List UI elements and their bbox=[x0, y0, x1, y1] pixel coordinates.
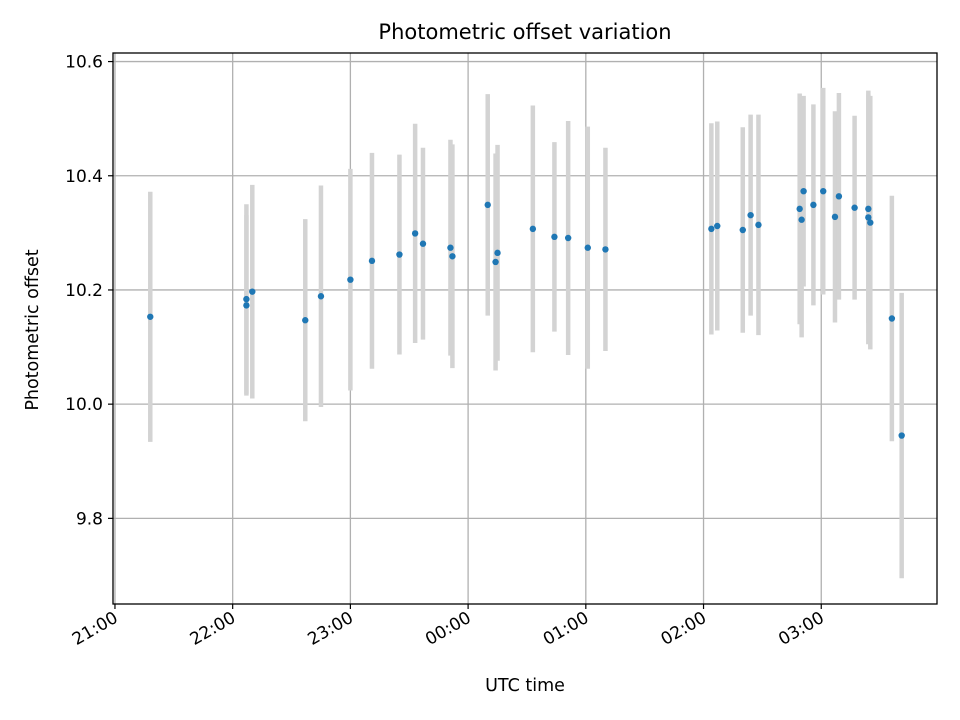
data-point bbox=[865, 214, 872, 221]
data-point bbox=[243, 295, 250, 303]
y-tick-label: 9.8 bbox=[76, 509, 103, 529]
x-tick-label: 01:00 bbox=[540, 608, 592, 650]
data-point bbox=[820, 187, 827, 195]
data-point bbox=[584, 244, 591, 251]
data-point bbox=[147, 313, 154, 320]
y-tick-label: 10.6 bbox=[65, 53, 103, 73]
data-point bbox=[708, 225, 715, 233]
y-tick-label: 10.0 bbox=[65, 395, 103, 415]
data-point bbox=[867, 219, 874, 226]
data-point bbox=[243, 302, 250, 309]
plot-frame bbox=[112, 52, 938, 605]
data-point bbox=[484, 201, 491, 209]
data-point bbox=[602, 246, 609, 253]
data-point bbox=[419, 240, 427, 247]
data-point bbox=[447, 244, 454, 251]
data-point bbox=[898, 432, 905, 439]
x-tick-label: 23:00 bbox=[304, 608, 356, 650]
data-point bbox=[888, 315, 896, 322]
data-point bbox=[714, 222, 721, 230]
data-point bbox=[492, 258, 499, 266]
x-axis-ticks: 21:00 22:00 23:00 00:00 01:00 02:00 03:00 bbox=[69, 604, 828, 650]
y-axis-label: Photometric offset bbox=[23, 249, 43, 410]
data-point bbox=[810, 201, 817, 209]
error-bars bbox=[148, 87, 904, 579]
data-point bbox=[529, 225, 537, 233]
data-point bbox=[798, 216, 805, 223]
x-tick-label: 22:00 bbox=[187, 608, 239, 650]
data-point bbox=[739, 226, 746, 234]
data-point bbox=[302, 317, 309, 324]
data-point bbox=[368, 257, 376, 265]
data-point bbox=[317, 293, 325, 300]
y-tick-label: 10.2 bbox=[65, 281, 103, 301]
data-point bbox=[851, 204, 858, 211]
x-tick-label: 03:00 bbox=[775, 608, 827, 650]
data-point bbox=[347, 276, 354, 283]
x-tick-label: 21:00 bbox=[69, 608, 121, 650]
data-point bbox=[747, 211, 754, 219]
data-point bbox=[396, 251, 403, 258]
x-tick-label: 02:00 bbox=[658, 608, 710, 650]
data-point bbox=[249, 288, 256, 295]
data-point bbox=[865, 205, 872, 213]
chart-title: Photometric offset variation bbox=[378, 20, 671, 44]
x-axis-label: UTC time bbox=[485, 676, 565, 696]
data-point bbox=[551, 233, 558, 241]
y-tick-label: 10.4 bbox=[65, 167, 103, 187]
data-point bbox=[411, 230, 419, 237]
data-point bbox=[835, 193, 843, 200]
x-tick-label: 00:00 bbox=[422, 608, 474, 650]
data-point bbox=[796, 205, 803, 213]
data-point bbox=[831, 213, 839, 221]
data-point bbox=[494, 249, 501, 257]
y-axis-ticks: 9.8 10.0 10.2 10.4 10.6 bbox=[65, 53, 113, 529]
data-point bbox=[564, 234, 572, 242]
data-points bbox=[147, 187, 905, 439]
data-point bbox=[449, 253, 456, 260]
data-point bbox=[800, 187, 807, 195]
data-point bbox=[755, 221, 762, 229]
